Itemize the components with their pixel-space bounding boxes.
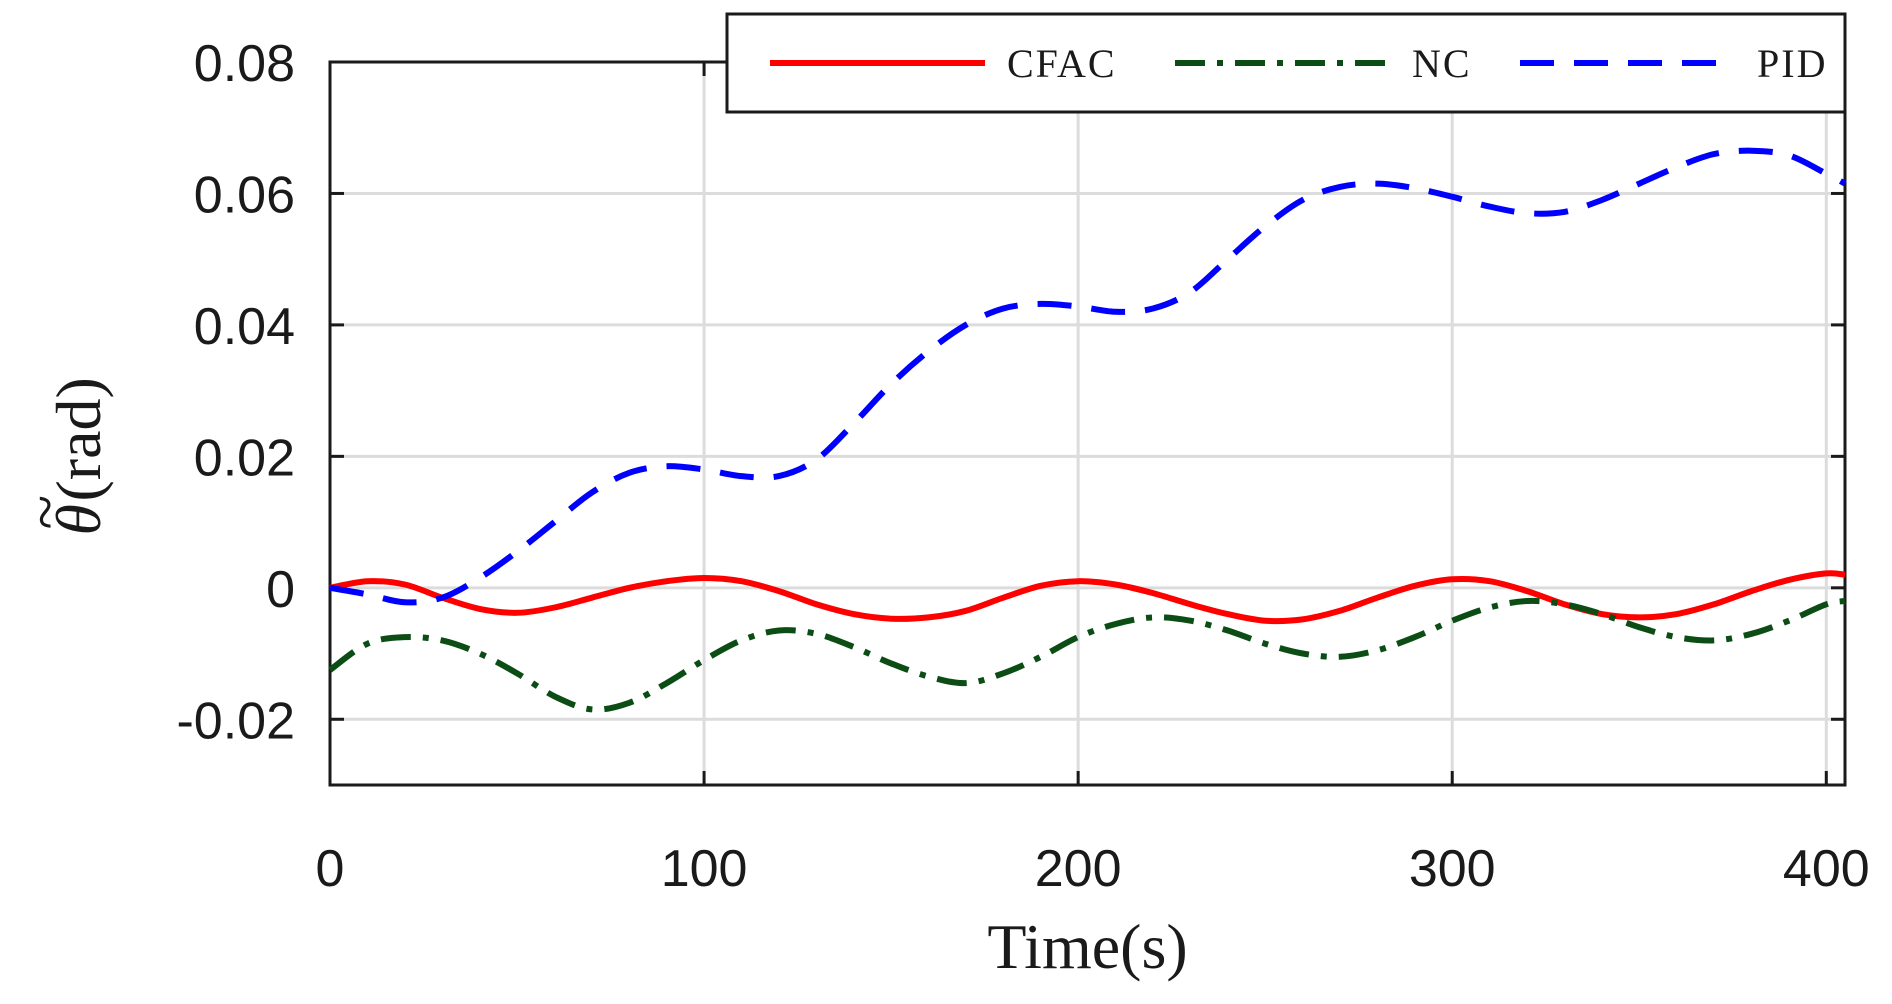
series-line-nc [328, 597, 1846, 713]
x-tick-label: 200 [1035, 840, 1122, 898]
legend-label-nc: NC [1412, 41, 1472, 86]
y-tick-label: 0.08 [194, 35, 295, 93]
y-tick-label: 0.06 [194, 166, 295, 224]
y-tick-label: 0 [266, 561, 295, 619]
legend: CFAC NC PID [725, 12, 1847, 114]
legend-label-pid: PID [1757, 41, 1827, 86]
tick-labels: 0 100 200 300 400 -0.02 0 0.02 0.04 0.06 0.08 [176, 35, 1869, 898]
series-line-cfac [329, 570, 1846, 625]
series-lines [328, 147, 1847, 713]
series-line-pid [329, 147, 1847, 606]
y-tick-label: 0.02 [194, 429, 295, 487]
y-tick-label: 0.04 [194, 298, 295, 356]
y-axis-unit: (rad) [43, 377, 114, 501]
x-tick-label: 0 [316, 840, 345, 898]
y-axis-symbol: θ [43, 504, 114, 535]
legend-label-cfac: CFAC [1007, 41, 1117, 86]
x-tick-label: 400 [1783, 840, 1870, 898]
y-axis-accent: ~ [9, 495, 80, 530]
x-tick-label: 100 [661, 840, 748, 898]
x-tick-label: 300 [1409, 840, 1496, 898]
y-tick-label: -0.02 [176, 692, 295, 750]
x-axis-label: Time(s) [987, 911, 1187, 982]
y-axis-label: θ ~ (rad) [9, 377, 114, 535]
